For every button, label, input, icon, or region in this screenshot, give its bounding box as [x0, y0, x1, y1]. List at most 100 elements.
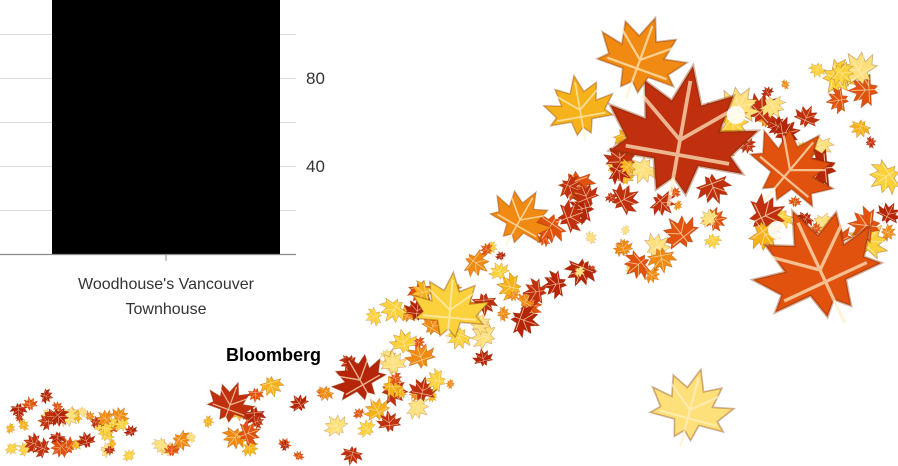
maple-leaf-icon — [479, 241, 493, 257]
maple-leaf-icon — [825, 87, 851, 115]
maple-leaf-icon — [339, 444, 364, 466]
maple-leaf-icon — [107, 438, 118, 450]
maple-leaf-icon — [648, 367, 737, 447]
maple-leaf-icon — [365, 306, 383, 327]
x-category-labels: Woodhouse's Vancouver Townhouse — [78, 276, 255, 318]
maple-leaf-icon — [96, 409, 114, 428]
maple-leaf-icon — [555, 198, 587, 234]
maple-leaf-icon — [570, 182, 600, 208]
maple-leaf-icon — [495, 305, 512, 323]
maple-leaf-icon — [75, 431, 97, 450]
maple-leaf-icon — [411, 270, 491, 345]
maple-leaf-icon — [541, 73, 615, 142]
maple-leaf-icon — [618, 158, 637, 176]
maple-leaf-icon — [463, 248, 490, 278]
maple-leaf-icon — [9, 401, 28, 419]
maple-leaf-icon — [541, 269, 570, 301]
maple-leaf-icon — [258, 374, 285, 398]
maple-leaf-icon — [389, 370, 403, 387]
maple-leaf-icon — [558, 173, 582, 200]
maple-leaf-icon — [113, 417, 130, 432]
y-tick-label: 40 — [306, 157, 325, 176]
maple-leaf-icon — [788, 195, 803, 209]
maple-leaf-icon — [748, 126, 836, 209]
maple-leaf-icon — [288, 393, 310, 413]
maple-leaf-icon — [625, 155, 659, 185]
maple-leaf-icon — [99, 420, 115, 438]
y-tick-labels: 40 80 — [306, 69, 325, 176]
maple-leaf-icon — [406, 395, 430, 421]
x-category-label-line-1: Woodhouse's Vancouver — [78, 276, 255, 293]
maple-leaf-icon — [20, 396, 39, 412]
maple-leaf-icon — [17, 418, 30, 432]
maple-leaf-icon — [246, 386, 265, 404]
maple-leaf-icon — [445, 378, 456, 390]
maple-leaf-icon — [150, 436, 171, 454]
maple-leaf-icon — [699, 208, 719, 228]
maple-leaf-icon — [612, 238, 634, 258]
maple-leaf-icon — [378, 297, 409, 324]
maple-leaf-icon — [488, 189, 555, 246]
maple-leaf-icon — [323, 414, 349, 437]
maple-leaf-icon — [329, 353, 388, 403]
maple-leaf-icon — [38, 388, 54, 405]
maple-leaf-icon — [875, 202, 898, 225]
maple-leaf-icon — [50, 438, 70, 459]
maple-leaf-icon — [646, 245, 678, 275]
maple-leaf-icon — [424, 367, 448, 393]
maple-leaf-icon — [241, 439, 259, 457]
maple-leaf-icon — [495, 271, 524, 302]
maple-leaf-icon — [574, 264, 586, 279]
maple-leaf-icon — [123, 424, 139, 438]
maple-leaf-icon — [103, 444, 116, 456]
maple-leaf-icon — [51, 401, 64, 413]
maple-leaf-icon — [749, 207, 885, 324]
maple-leaf-icon — [48, 430, 66, 447]
maple-leaf-icon — [660, 214, 700, 251]
maple-leaf-icon — [388, 328, 418, 356]
maple-leaf-icon — [584, 230, 597, 245]
maple-leaf-icon — [4, 442, 19, 456]
maple-leaf-icon — [352, 407, 366, 420]
maple-leaf-icon — [77, 405, 89, 418]
sparkle-icon — [768, 221, 786, 239]
maple-leaf-icon — [703, 232, 723, 250]
maple-leaf-icon — [758, 95, 787, 120]
bloomberg-logo: Bloomberg — [226, 345, 321, 365]
maple-leaf-icon — [89, 415, 102, 429]
maple-leaf-icon — [620, 224, 631, 236]
maple-leaf-icon — [594, 15, 690, 99]
maple-leaf-icon — [604, 191, 619, 204]
maple-leaf-icon — [185, 431, 197, 444]
maple-leaf-icon — [848, 118, 872, 139]
maple-leaf-icon — [171, 429, 192, 453]
maple-leaf-icon — [412, 335, 426, 350]
maple-leaf-icon — [163, 442, 181, 458]
maple-leaf-icon — [644, 266, 661, 285]
maple-leaf-icon — [487, 261, 510, 281]
maple-leaf-icon — [760, 86, 775, 98]
maple-leaf-icon — [829, 61, 855, 87]
maple-leaf-icon — [494, 250, 507, 262]
maple-leaf-icon — [236, 418, 262, 447]
maple-leaf-icon — [292, 450, 305, 462]
maple-leaf-icon — [807, 61, 827, 79]
maple-leaf-icon — [201, 415, 215, 429]
maple-leaf-icon — [471, 347, 494, 369]
bar — [52, 0, 280, 254]
maple-leaf-icon — [673, 199, 683, 211]
maple-leaf-icon — [623, 249, 652, 281]
maple-leaf-icon — [93, 422, 104, 433]
maple-leaf-icon — [32, 436, 52, 459]
maple-leaf-icon — [377, 348, 408, 377]
maple-leaf-icon — [605, 62, 762, 207]
maple-leaf-icon — [250, 413, 265, 430]
maple-leaf-icon — [403, 341, 437, 371]
maple-leaf-icon — [810, 221, 823, 235]
maple-leaf-icon — [375, 409, 402, 435]
maple-leaf-icon — [610, 181, 640, 216]
maple-leaf-icon — [868, 158, 898, 196]
maple-leaf-icon — [780, 78, 790, 90]
